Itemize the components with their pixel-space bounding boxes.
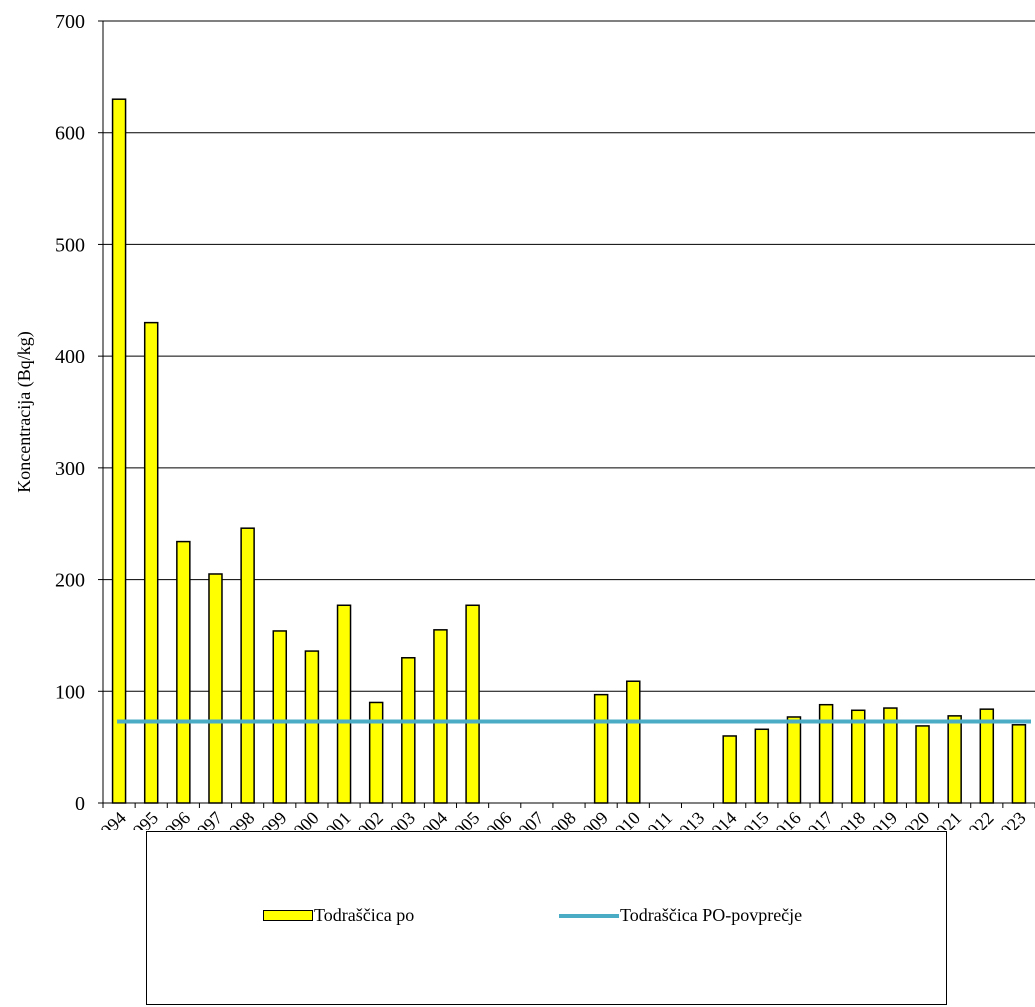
x-tick-label: 2019	[862, 808, 902, 830]
bar	[336, 604, 352, 804]
legend: Todraščica po Todraščica PO-povprečje	[146, 831, 947, 1005]
x-tick-label: 2007	[508, 808, 548, 830]
x-tick-label: 1997	[187, 808, 227, 830]
x-tick-label: 2020	[894, 808, 934, 830]
x-tick-label: 2022	[958, 808, 998, 830]
bar-series	[111, 98, 1027, 804]
bar	[304, 650, 320, 804]
legend-item-bars: Todraščica po	[263, 905, 414, 926]
x-tick-label: 2002	[347, 808, 387, 830]
x-tick-label: 1995	[122, 808, 162, 830]
bar	[368, 701, 384, 804]
bar	[208, 573, 223, 804]
axes	[102, 21, 1035, 808]
x-tick-label: 2017	[797, 808, 837, 830]
x-tick-label: 2023	[990, 808, 1030, 830]
bar	[1011, 724, 1027, 804]
x-tick-label: 1996	[155, 808, 195, 830]
bar	[786, 716, 802, 804]
x-tick-label: 2011	[637, 808, 676, 830]
x-tick-label: 2006	[476, 808, 516, 830]
x-tick-label: 2016	[765, 808, 805, 830]
bar	[722, 735, 737, 804]
bar	[272, 630, 288, 804]
bar	[401, 657, 416, 804]
bar	[176, 540, 191, 804]
gridlines	[98, 20, 1035, 804]
x-tick-label: 2003	[380, 808, 420, 830]
x-tick-label: 2014	[701, 808, 741, 830]
y-tick-label: 400	[55, 346, 85, 368]
x-tick-labels: 1994199519961997199819992000200120022003…	[90, 808, 1029, 830]
bar	[626, 680, 641, 804]
x-tick-label: 2013	[669, 808, 709, 830]
bar	[947, 715, 962, 804]
y-tick-label: 300	[55, 458, 85, 480]
x-tick-label: 2018	[829, 808, 869, 830]
x-tick-label: 2000	[283, 808, 323, 830]
x-tick-label: 2010	[605, 808, 645, 830]
y-tick-label: 700	[55, 11, 85, 33]
x-tick-label: 2021	[926, 808, 966, 830]
bar	[433, 629, 448, 804]
legend-label-average: Todraščica PO-povprečje	[620, 905, 803, 925]
legend-label-bars: Todraščica po	[314, 905, 415, 925]
x-tick-label: 2015	[733, 808, 773, 830]
y-tick-label: 100	[55, 681, 85, 703]
bar	[111, 98, 127, 804]
y-tick-label: 500	[55, 234, 85, 256]
x-tick-label: 2004	[412, 808, 452, 830]
x-tick-label: 2001	[315, 808, 355, 830]
y-tick-label: 600	[55, 123, 85, 145]
bar	[754, 728, 770, 804]
bar	[465, 604, 480, 804]
y-tick-labels: 0 100 200 300 400 500 600 700	[55, 11, 85, 815]
bar	[818, 703, 834, 804]
bar	[240, 527, 255, 804]
x-tick-label: 1994	[90, 808, 130, 830]
y-tick-label: 200	[55, 570, 85, 592]
bar	[143, 321, 159, 804]
bar	[850, 709, 866, 804]
bar	[915, 725, 930, 804]
legend-line-swatch	[559, 913, 619, 918]
x-tick-label: 1998	[219, 808, 259, 830]
y-tick-label: 0	[75, 793, 85, 815]
x-tick-label: 2005	[444, 808, 484, 830]
legend-item-average: Todraščica PO-povprečje	[559, 905, 802, 926]
bar	[593, 693, 609, 804]
x-tick-label: 1999	[251, 808, 291, 830]
x-tick-label: 2008	[540, 808, 580, 830]
x-tick-label: 2009	[572, 808, 612, 830]
legend-bar-swatch	[263, 910, 313, 921]
y-axis-title: Koncentracija (Bq/kg)	[14, 331, 35, 492]
